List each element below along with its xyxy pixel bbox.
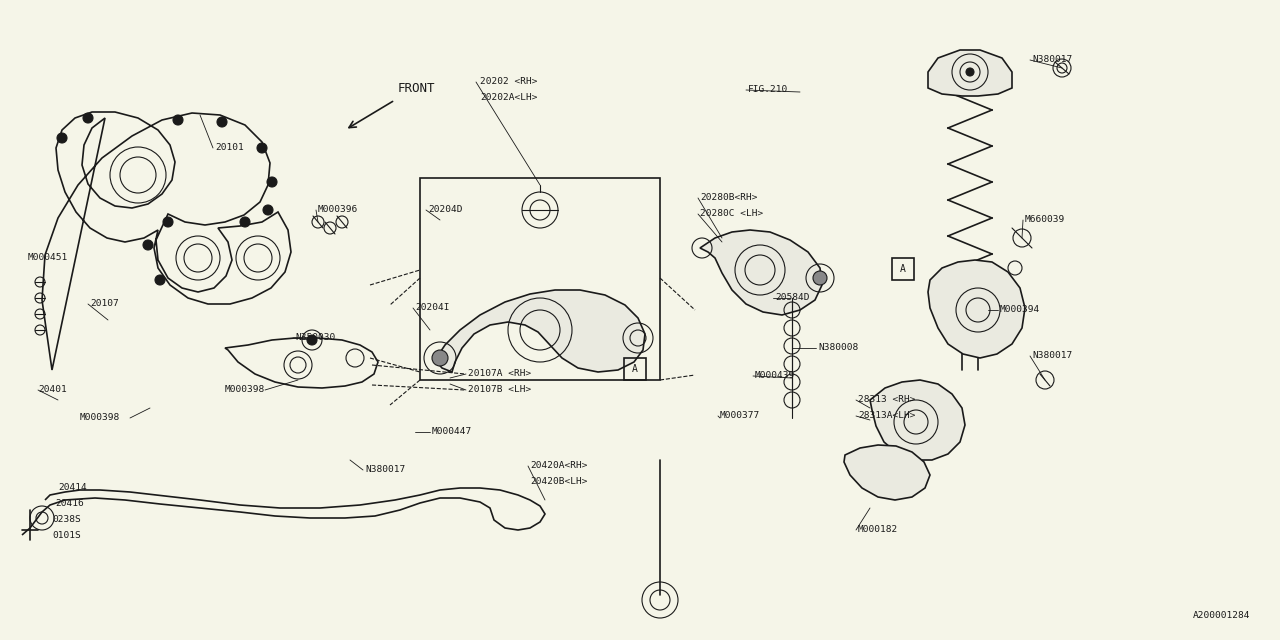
Text: A: A bbox=[632, 364, 637, 374]
Text: 20416: 20416 bbox=[55, 499, 83, 509]
Text: M000396: M000396 bbox=[317, 205, 358, 214]
Polygon shape bbox=[42, 112, 291, 370]
Circle shape bbox=[58, 133, 67, 143]
Circle shape bbox=[218, 117, 227, 127]
Text: 20420B<LH>: 20420B<LH> bbox=[530, 477, 588, 486]
Text: A200001284: A200001284 bbox=[1193, 611, 1251, 620]
Text: 20204D: 20204D bbox=[428, 205, 462, 214]
Text: A: A bbox=[900, 264, 906, 274]
Circle shape bbox=[966, 68, 974, 76]
Text: M000447: M000447 bbox=[433, 428, 472, 436]
Text: M000398: M000398 bbox=[225, 385, 265, 394]
Text: 20107B <LH>: 20107B <LH> bbox=[468, 385, 531, 394]
Text: 20280C <LH>: 20280C <LH> bbox=[700, 209, 763, 218]
Polygon shape bbox=[225, 338, 378, 388]
Circle shape bbox=[143, 240, 154, 250]
Circle shape bbox=[173, 115, 183, 125]
Text: 20107A <RH>: 20107A <RH> bbox=[468, 369, 531, 378]
Circle shape bbox=[268, 177, 276, 187]
Text: 20401: 20401 bbox=[38, 385, 67, 394]
Text: 20107: 20107 bbox=[90, 300, 119, 308]
Text: FIG.210: FIG.210 bbox=[748, 86, 788, 95]
Text: 20420A<RH>: 20420A<RH> bbox=[530, 461, 588, 470]
Text: 20280B<RH>: 20280B<RH> bbox=[700, 193, 758, 202]
Polygon shape bbox=[22, 488, 545, 535]
Polygon shape bbox=[928, 50, 1012, 96]
Circle shape bbox=[163, 217, 173, 227]
Text: 20584D: 20584D bbox=[774, 294, 809, 303]
Text: 28313 <RH>: 28313 <RH> bbox=[858, 396, 915, 404]
Text: FRONT: FRONT bbox=[398, 82, 435, 95]
Polygon shape bbox=[844, 445, 931, 500]
Polygon shape bbox=[435, 290, 645, 372]
Bar bbox=[892, 258, 914, 280]
Text: N380017: N380017 bbox=[1032, 351, 1073, 360]
Text: 0101S: 0101S bbox=[52, 531, 81, 541]
Text: M000394: M000394 bbox=[1000, 305, 1041, 314]
Text: 20101: 20101 bbox=[215, 143, 243, 152]
Circle shape bbox=[813, 271, 827, 285]
Text: 0238S: 0238S bbox=[52, 515, 81, 525]
Text: N380017: N380017 bbox=[365, 465, 406, 474]
Text: 28313A<LH>: 28313A<LH> bbox=[858, 412, 915, 420]
Text: M000398: M000398 bbox=[79, 413, 120, 422]
Polygon shape bbox=[870, 380, 965, 460]
Polygon shape bbox=[700, 230, 822, 315]
Circle shape bbox=[83, 113, 93, 123]
Text: N350030: N350030 bbox=[294, 333, 335, 342]
Circle shape bbox=[262, 205, 273, 215]
Text: M000439: M000439 bbox=[755, 371, 795, 381]
Text: M000182: M000182 bbox=[858, 525, 899, 534]
Text: M660039: M660039 bbox=[1025, 216, 1065, 225]
Text: 20202 <RH>: 20202 <RH> bbox=[480, 77, 538, 86]
Circle shape bbox=[241, 217, 250, 227]
Text: N380008: N380008 bbox=[818, 344, 859, 353]
Circle shape bbox=[257, 143, 268, 153]
Polygon shape bbox=[928, 260, 1025, 358]
Bar bbox=[625, 358, 646, 380]
Text: M000451: M000451 bbox=[28, 253, 68, 262]
Text: 20202A<LH>: 20202A<LH> bbox=[480, 93, 538, 102]
Text: N380017: N380017 bbox=[1032, 56, 1073, 65]
Text: M000377: M000377 bbox=[719, 412, 760, 420]
Circle shape bbox=[155, 275, 165, 285]
Bar bbox=[420, 178, 660, 380]
Circle shape bbox=[433, 350, 448, 366]
Text: 20414: 20414 bbox=[58, 483, 87, 493]
Circle shape bbox=[307, 335, 317, 345]
Text: 20204I: 20204I bbox=[415, 303, 449, 312]
